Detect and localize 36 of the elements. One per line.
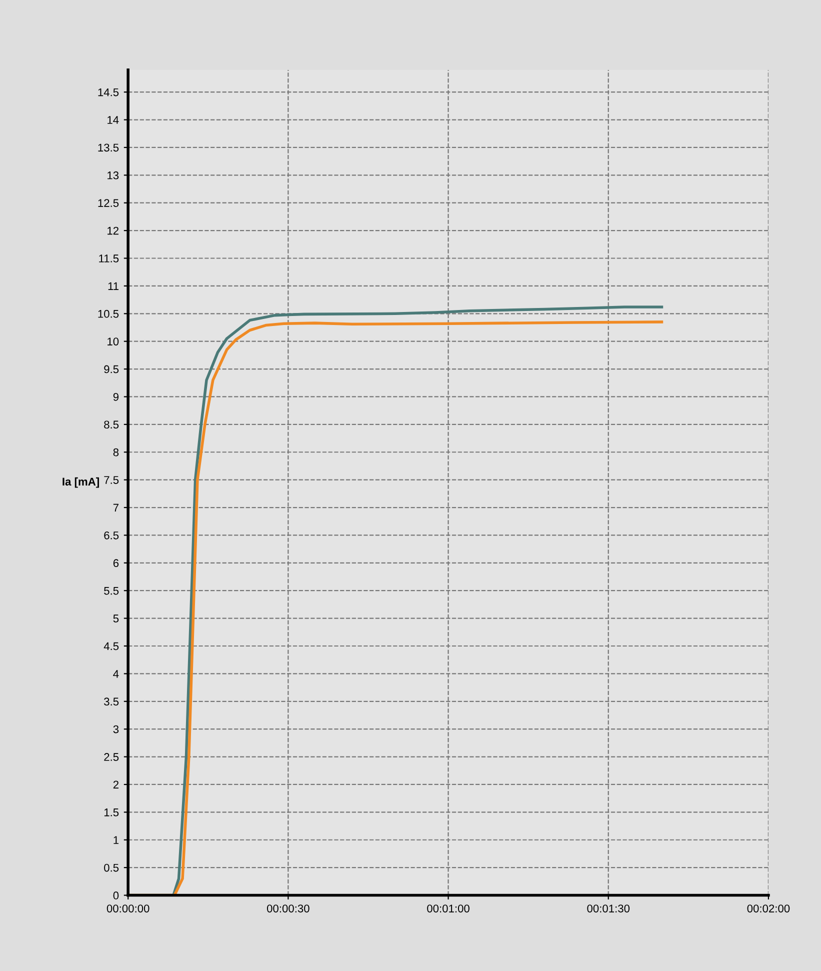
y-tick-label: 8.5	[104, 420, 119, 429]
x-tick-label: 00:01:00	[427, 904, 470, 912]
y-tick-label: 2	[113, 780, 118, 789]
y-tick-label: 13.5	[98, 144, 119, 152]
x-tick-label: 00:01:30	[587, 904, 630, 912]
y-tick-label: 4.5	[104, 642, 119, 650]
y-tick-label: 12	[108, 226, 118, 235]
y-tick-label: 3	[113, 725, 119, 734]
x-tick-label: 00:00:30	[266, 904, 310, 912]
y-tick-label: 14.5	[98, 88, 119, 96]
y-tick-label: 1	[114, 836, 119, 844]
y-tick-label: 5	[113, 614, 119, 622]
y-tick-label: 5.5	[104, 586, 119, 595]
y-tick-label: 7.5	[104, 476, 119, 484]
x-tick-label: 00:00:00	[106, 904, 150, 912]
y-tick-label: 6.5	[104, 531, 119, 540]
y-tick-label: 10.5	[98, 310, 119, 318]
y-tick-label: 9	[113, 392, 119, 401]
y-tick-label: 9.5	[104, 365, 119, 374]
y-tick-label: 12.5	[98, 199, 119, 207]
y-tick-label: 10	[108, 338, 119, 346]
y-tick-label: 1.5	[104, 808, 119, 816]
y-tick-label: 2.5	[104, 753, 119, 761]
y-tick-label: 3.5	[104, 698, 119, 706]
y-tick-label: 6	[113, 559, 119, 568]
y-tick-label: 11.5	[99, 254, 119, 262]
y-tick-label: 0	[113, 892, 119, 900]
y-tick-label: 11	[108, 282, 119, 290]
y-tick-label: 7	[113, 504, 118, 512]
y-tick-label: 13	[108, 171, 119, 180]
y-tick-label: 4	[113, 670, 119, 678]
x-tick-label: 00:02:00	[747, 904, 790, 912]
y-tick-label: 14	[108, 116, 119, 124]
y-tick-label: 8	[113, 448, 119, 456]
y-axis-title: Ia [mA]	[62, 477, 99, 488]
y-tick-label: 0.5	[104, 864, 119, 872]
